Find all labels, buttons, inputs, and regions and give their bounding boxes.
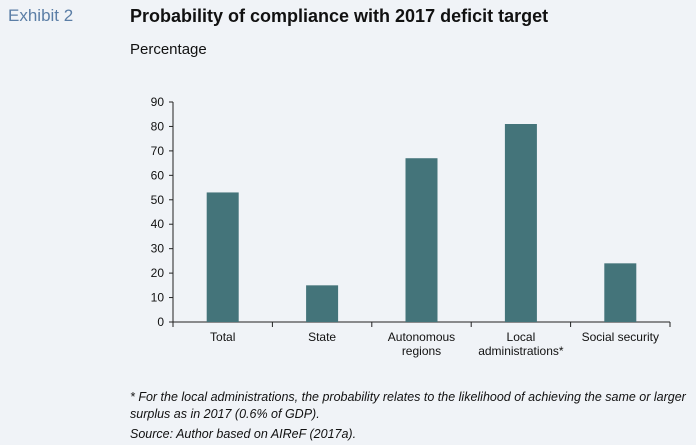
x-axis (172, 321, 671, 327)
category-labels: Total State Autonomous regions Local administ… (210, 330, 659, 358)
y-axis: 0 10 20 30 40 50 60 70 80 90 (151, 95, 174, 329)
bar (405, 158, 438, 322)
bar (604, 263, 637, 322)
y-tick-label: 40 (151, 217, 165, 231)
x-category-label: Autonomous regions (388, 330, 455, 358)
x-category-label: Social security (582, 330, 659, 344)
footnote: * For the local administrations, the pro… (130, 390, 686, 421)
bar (504, 124, 537, 322)
y-tick-label: 30 (151, 242, 165, 256)
bar (306, 285, 339, 322)
y-tick-label: 80 (151, 119, 165, 133)
source-note: Source: Author based on AIReF (2017a). (130, 427, 357, 441)
x-category-label: State (308, 330, 336, 344)
y-tick-label: 60 (151, 168, 165, 182)
bar (206, 192, 239, 322)
x-category-label: Total (210, 330, 235, 344)
y-tick-label: 70 (151, 144, 165, 158)
chart-title: Probability of compliance with 2017 defi… (130, 6, 549, 26)
y-tick-label: 50 (151, 193, 165, 207)
y-tick-label: 10 (151, 291, 165, 305)
y-tick-label: 20 (151, 266, 165, 280)
y-tick-label: 0 (157, 315, 164, 329)
bars (206, 124, 637, 322)
y-tick-label: 90 (151, 95, 165, 109)
x-category-label: Local administrations* (478, 330, 564, 358)
exhibit-label: Exhibit 2 (8, 6, 74, 25)
chart-subtitle: Percentage (130, 41, 207, 58)
